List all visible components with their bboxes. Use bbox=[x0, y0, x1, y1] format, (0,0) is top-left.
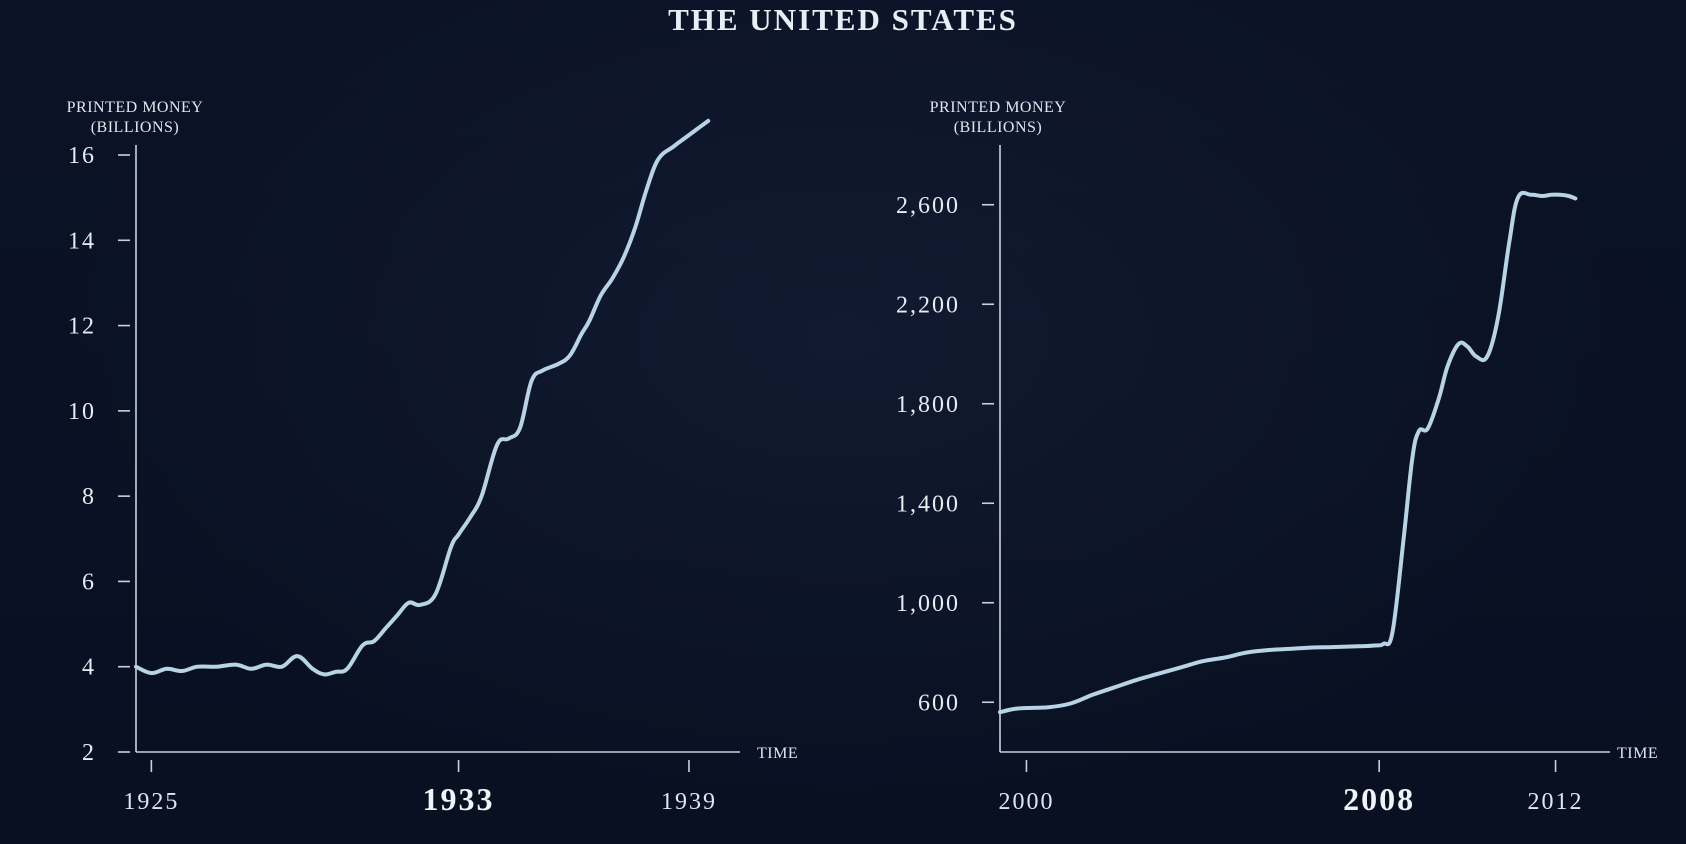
x-tick-label: 1939 bbox=[661, 789, 717, 815]
x-axis-label: TIME bbox=[1617, 745, 1658, 762]
y-axis-label-line-1: PRINTED MONEY bbox=[67, 99, 204, 116]
chart-1: PRINTED MONEY (BILLIONS) 2 4 6 8 10 12 14 16 1925 1… bbox=[67, 99, 798, 817]
y-tick-label: 8 bbox=[82, 484, 96, 510]
y-tick-label: 16 bbox=[68, 143, 96, 169]
y-tick-label: 1,800 bbox=[896, 392, 960, 418]
x-tick-label: 2012 bbox=[1528, 789, 1584, 815]
y-tick-label: 2,200 bbox=[896, 292, 960, 318]
y-axis-label-line-2: (BILLIONS) bbox=[954, 119, 1043, 136]
y-tick-label: 6 bbox=[82, 569, 96, 595]
y-tick-label: 14 bbox=[68, 228, 96, 254]
y-axis-label-line-1: PRINTED MONEY bbox=[930, 99, 1067, 116]
y-tick-label: 1,000 bbox=[896, 591, 960, 617]
y-tick-label: 10 bbox=[68, 399, 96, 425]
y-tick-label: 600 bbox=[918, 690, 960, 716]
x-tick-label: 2000 bbox=[998, 789, 1054, 815]
y-tick-label: 4 bbox=[82, 655, 96, 681]
series-line-1 bbox=[998, 190, 1578, 715]
y-tick-label: 2 bbox=[82, 740, 96, 766]
x-tick-label-highlight: 1933 bbox=[423, 781, 495, 817]
page-title: THE UNITED STATES bbox=[668, 2, 1018, 37]
y-tick-label: 12 bbox=[68, 314, 96, 340]
x-axis-label: TIME bbox=[757, 745, 798, 762]
y-tick-label: 1,400 bbox=[896, 491, 960, 517]
series-line-1 bbox=[134, 118, 711, 677]
x-tick-label-highlight: 2008 bbox=[1343, 781, 1415, 817]
y-axis-label-line-2: (BILLIONS) bbox=[91, 119, 180, 136]
chart-2: PRINTED MONEY (BILLIONS) 600 1,000 1,400 1,80… bbox=[896, 99, 1658, 817]
x-tick-label: 1925 bbox=[123, 789, 179, 815]
y-tick-label: 2,600 bbox=[896, 193, 960, 219]
